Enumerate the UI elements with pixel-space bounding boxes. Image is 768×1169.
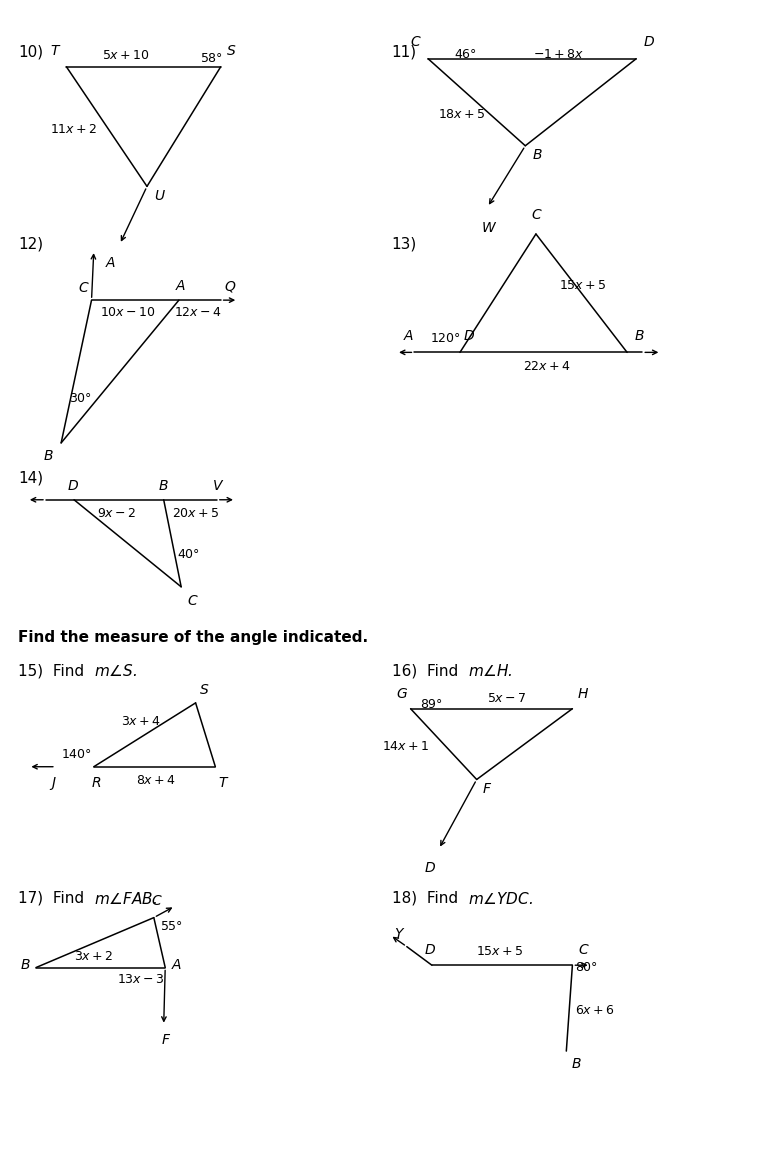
Text: $140°$: $140°$ [61, 748, 92, 761]
Text: $14x + 1$: $14x + 1$ [382, 740, 429, 754]
Text: 14): 14) [18, 471, 43, 486]
Text: B: B [634, 330, 644, 343]
Text: D: D [425, 943, 435, 957]
Text: A: A [105, 256, 115, 270]
Text: T: T [51, 43, 59, 57]
Text: Q: Q [224, 279, 235, 293]
Text: $9x - 2$: $9x - 2$ [97, 506, 136, 520]
Text: S: S [227, 43, 236, 57]
Text: 18)  Find: 18) Find [392, 891, 462, 906]
Text: J: J [51, 776, 55, 790]
Text: H: H [578, 686, 588, 700]
Text: D: D [644, 35, 654, 49]
Text: B: B [44, 449, 54, 463]
Text: B: B [571, 1057, 581, 1071]
Text: 11): 11) [392, 44, 417, 60]
Text: $89°$: $89°$ [420, 698, 443, 711]
Text: 17)  Find: 17) Find [18, 891, 89, 906]
Text: 16)  Find: 16) Find [392, 664, 463, 678]
Text: $m\angle YDC$.: $m\angle YDC$. [468, 891, 533, 907]
Text: Y: Y [394, 927, 402, 941]
Text: Find the measure of the angle indicated.: Find the measure of the angle indicated. [18, 630, 368, 645]
Text: $5x - 7$: $5x - 7$ [487, 692, 527, 705]
Text: C: C [151, 894, 161, 908]
Text: B: B [159, 479, 168, 493]
Text: F: F [162, 1032, 170, 1046]
Text: $3x + 2$: $3x + 2$ [74, 950, 114, 963]
Text: $30°$: $30°$ [69, 393, 91, 406]
Text: $5x + 10$: $5x + 10$ [102, 49, 150, 62]
Text: $8x + 4$: $8x + 4$ [136, 774, 176, 787]
Text: $m\angle S$.: $m\angle S$. [94, 664, 137, 679]
Text: $3x + 4$: $3x + 4$ [121, 715, 161, 728]
Text: $40°$: $40°$ [177, 548, 200, 561]
Text: $m\angle H$.: $m\angle H$. [468, 664, 512, 679]
Text: $13x - 3$: $13x - 3$ [117, 974, 164, 987]
Text: $22x + 4$: $22x + 4$ [523, 360, 571, 373]
Text: R: R [91, 776, 101, 790]
Text: $58°$: $58°$ [200, 51, 223, 64]
Text: C: C [578, 943, 588, 957]
Text: A: A [403, 330, 413, 343]
Text: A: A [176, 279, 185, 293]
Text: $15x + 5$: $15x + 5$ [559, 278, 606, 291]
Text: U: U [154, 188, 164, 202]
Text: V: V [213, 479, 223, 493]
Text: B: B [533, 148, 542, 162]
Text: 12): 12) [18, 236, 43, 251]
Text: D: D [424, 860, 435, 874]
Text: $18x + 5$: $18x + 5$ [439, 108, 486, 120]
Text: $55°$: $55°$ [160, 920, 183, 933]
Text: $-1 + 8x$: $-1 + 8x$ [533, 48, 584, 61]
Text: $15x + 5$: $15x + 5$ [476, 946, 524, 959]
Text: C: C [187, 594, 197, 608]
Text: C: C [411, 35, 420, 49]
Text: S: S [200, 683, 209, 697]
Text: C: C [78, 282, 88, 296]
Text: T: T [218, 776, 227, 790]
Text: $120°$: $120°$ [429, 332, 461, 345]
Text: $20x + 5$: $20x + 5$ [172, 506, 220, 520]
Text: C: C [531, 208, 541, 222]
Text: $m\angle FAB$.: $m\angle FAB$. [94, 891, 157, 907]
Text: $6x + 6$: $6x + 6$ [575, 1004, 615, 1017]
Text: $46°$: $46°$ [454, 48, 477, 61]
Text: $11x + 2$: $11x + 2$ [50, 123, 97, 136]
Text: $80°$: $80°$ [575, 961, 598, 974]
Text: $10x - 10$: $10x - 10$ [100, 306, 156, 319]
Text: G: G [396, 686, 407, 700]
Text: 10): 10) [18, 44, 43, 60]
Text: W: W [482, 221, 495, 235]
Text: 13): 13) [392, 236, 417, 251]
Text: D: D [464, 330, 475, 343]
Text: D: D [68, 479, 78, 493]
Text: 15)  Find: 15) Find [18, 664, 89, 678]
Text: $12x - 4$: $12x - 4$ [174, 306, 222, 319]
Text: B: B [21, 959, 30, 973]
Text: A: A [171, 959, 180, 973]
Text: F: F [483, 782, 491, 796]
